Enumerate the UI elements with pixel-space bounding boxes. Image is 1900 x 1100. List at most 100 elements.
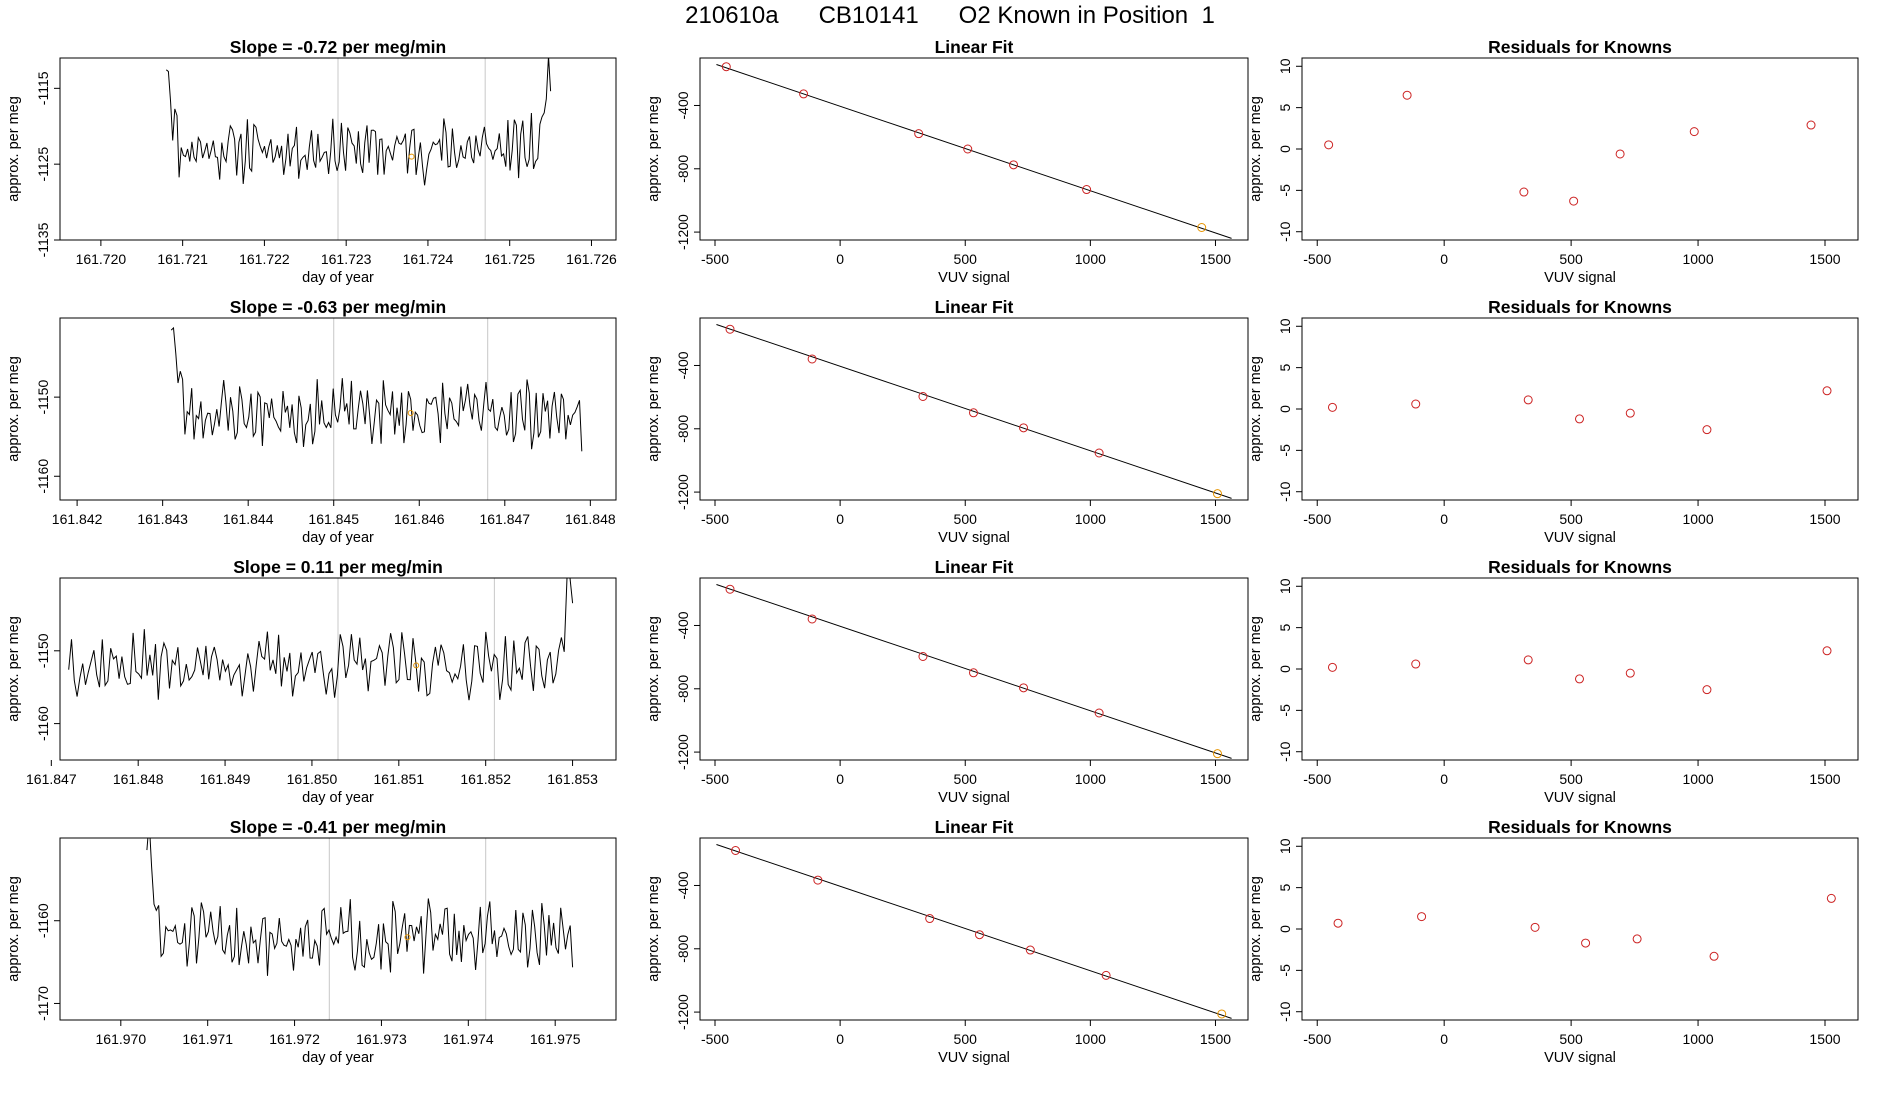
fit-line bbox=[716, 324, 1232, 499]
x-tick-label: 1000 bbox=[1075, 771, 1106, 787]
data-point bbox=[1324, 140, 1334, 150]
x-tick-label: -500 bbox=[1303, 1031, 1331, 1047]
x-tick-label: 161.851 bbox=[374, 771, 425, 787]
data-point bbox=[807, 614, 817, 624]
data-point bbox=[813, 875, 823, 885]
data-point bbox=[1411, 399, 1421, 409]
panel-title: Slope = -0.72 per meg/min bbox=[230, 37, 446, 57]
data-point bbox=[968, 408, 978, 418]
data-point bbox=[1019, 683, 1029, 693]
data-point bbox=[807, 354, 817, 364]
y-tick-label: 5 bbox=[1277, 364, 1293, 372]
x-axis-label: day of year bbox=[302, 270, 374, 286]
y-tick-label: -400 bbox=[675, 351, 691, 379]
data-point bbox=[925, 914, 935, 924]
x-tick-label: 1500 bbox=[1809, 251, 1840, 267]
y-tick-label: -1160 bbox=[35, 706, 51, 741]
data-point bbox=[918, 651, 928, 661]
data-point bbox=[1569, 196, 1579, 206]
panel-content bbox=[165, 58, 552, 240]
known-point bbox=[1212, 489, 1222, 499]
x-axis-label: VUV signal bbox=[938, 790, 1010, 806]
x-tick-label: 161.850 bbox=[287, 771, 338, 787]
x-axis-label: VUV signal bbox=[1544, 790, 1616, 806]
x-tick-label: 0 bbox=[1440, 771, 1448, 787]
y-axis-label: approx. per meg bbox=[646, 876, 662, 982]
y-tick-label: -1200 bbox=[675, 734, 691, 770]
y-tick-label: -1125 bbox=[35, 147, 51, 182]
x-tick-label: 1000 bbox=[1075, 511, 1106, 527]
data-point bbox=[1333, 918, 1343, 928]
x-tick-label: -500 bbox=[1303, 771, 1331, 787]
plot-frame bbox=[59, 577, 617, 761]
data-point bbox=[1094, 448, 1104, 458]
data-point bbox=[1581, 938, 1591, 948]
x-tick-label: 1500 bbox=[1809, 1031, 1840, 1047]
x-axis-label: VUV signal bbox=[1544, 530, 1616, 546]
x-tick-label: 161.852 bbox=[460, 771, 511, 787]
panel-2-1: Slope = -0.63 per meg/min 161.842 161.843 1… bbox=[6, 297, 617, 546]
panel-content bbox=[716, 584, 1232, 759]
y-tick-label: 10 bbox=[1277, 838, 1293, 854]
x-tick-label: -500 bbox=[701, 511, 729, 527]
data-point bbox=[1094, 708, 1104, 718]
panel-title: Linear Fit bbox=[935, 37, 1014, 57]
x-tick-label: 161.842 bbox=[52, 511, 103, 527]
x-tick-label: 161.843 bbox=[137, 511, 188, 527]
y-tick-label: -10 bbox=[1277, 1001, 1293, 1021]
data-point bbox=[1806, 120, 1816, 130]
panel-3-2: Linear Fit -500 0 500 1000 1500 -400 -800 -1200 V… bbox=[646, 557, 1249, 806]
signal-trace bbox=[146, 838, 574, 976]
x-tick-label: 1000 bbox=[1075, 251, 1106, 267]
data-point bbox=[1019, 423, 1029, 433]
x-tick-label: -500 bbox=[701, 1031, 729, 1047]
panel-1-2: Linear Fit -500 0 500 1000 1500 -400 -800 -1200 V… bbox=[646, 37, 1249, 286]
y-tick-label: -1115 bbox=[35, 71, 51, 105]
y-tick-label: 5 bbox=[1277, 104, 1293, 112]
data-point bbox=[1826, 893, 1836, 903]
data-point bbox=[799, 89, 809, 99]
data-point bbox=[1625, 408, 1635, 418]
x-tick-label: -500 bbox=[1303, 511, 1331, 527]
x-tick-label: 161.722 bbox=[239, 251, 290, 267]
x-tick-label: 161.848 bbox=[113, 771, 164, 787]
x-tick-label: 161.853 bbox=[547, 771, 598, 787]
y-axis-label: approx. per meg bbox=[646, 616, 662, 722]
x-tick-label: 500 bbox=[954, 1031, 978, 1047]
data-point bbox=[1625, 668, 1635, 678]
plot-frame bbox=[699, 577, 1249, 761]
y-tick-label: -5 bbox=[1277, 964, 1293, 977]
x-tick-label: 161.724 bbox=[403, 251, 454, 267]
fit-line bbox=[716, 64, 1232, 239]
panel-content bbox=[146, 838, 574, 1020]
y-tick-label: 0 bbox=[1277, 145, 1293, 153]
x-axis-label: VUV signal bbox=[938, 530, 1010, 546]
x-tick-label: 161.972 bbox=[269, 1031, 320, 1047]
panel-1-1: Slope = -0.72 per meg/min 161.720 161.721 1… bbox=[6, 37, 617, 286]
data-point bbox=[1519, 187, 1529, 197]
data-point bbox=[1082, 185, 1092, 195]
y-tick-label: 5 bbox=[1277, 884, 1293, 892]
y-tick-label: -5 bbox=[1277, 444, 1293, 457]
data-point bbox=[1411, 659, 1421, 669]
y-tick-label: -1200 bbox=[675, 214, 691, 250]
x-tick-label: 161.971 bbox=[182, 1031, 233, 1047]
y-axis-label: approx. per meg bbox=[1248, 96, 1264, 202]
cylinder-id: CB10141 bbox=[818, 2, 919, 29]
data-point bbox=[1702, 425, 1712, 435]
x-tick-label: 161.975 bbox=[530, 1031, 581, 1047]
data-point bbox=[725, 584, 735, 594]
data-point bbox=[963, 144, 973, 154]
x-tick-label: 0 bbox=[1440, 1031, 1448, 1047]
mean-marker bbox=[407, 409, 414, 416]
plot-frame bbox=[699, 317, 1249, 501]
known-point bbox=[1197, 222, 1207, 232]
y-tick-label: -1170 bbox=[35, 986, 51, 1021]
data-point bbox=[1530, 922, 1540, 932]
x-tick-label: 1000 bbox=[1075, 1031, 1106, 1047]
y-tick-label: -1150 bbox=[35, 380, 51, 415]
data-point bbox=[725, 324, 735, 334]
plot-frame bbox=[1301, 317, 1859, 501]
data-point bbox=[1025, 945, 1035, 955]
